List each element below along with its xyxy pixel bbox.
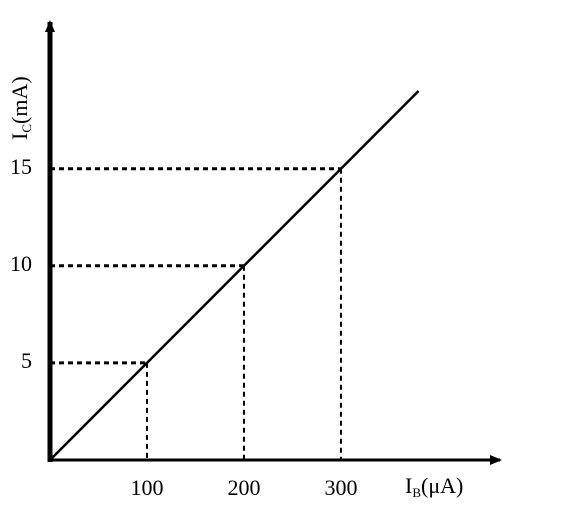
x-axis-label: IB(μA) [405, 473, 463, 500]
y-label-sub: C [19, 124, 34, 133]
x-label-sub: B [412, 485, 421, 500]
y-label-unit: (mA) [7, 76, 32, 124]
x-tick-label: 100 [130, 475, 163, 500]
x-label-main: I [405, 473, 412, 498]
y-tick-label: 10 [10, 251, 32, 276]
y-label-main: I [7, 133, 32, 140]
y-tick-label: 5 [21, 348, 32, 373]
x-tick-label: 300 [324, 475, 357, 500]
x-tick-label: 200 [227, 475, 260, 500]
data-line [49, 90, 420, 461]
y-axis-label: IC(mA) [7, 76, 34, 140]
y-tick-label: 15 [10, 154, 32, 179]
x-label-unit: (μA) [421, 473, 463, 498]
